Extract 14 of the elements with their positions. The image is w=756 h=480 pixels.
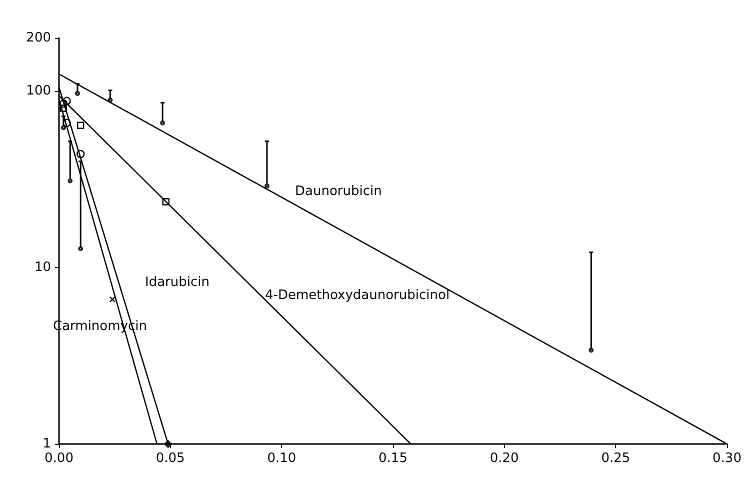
annotation: Daunorubicin (295, 184, 382, 199)
annotation: 4-Demethoxydaunorubicinol (265, 288, 450, 303)
x-tick-label: 0.10 (267, 451, 296, 466)
x-tick-label: 0.30 (712, 451, 742, 466)
x-tick-label: 0.05 (156, 451, 185, 466)
annotation: Idarubicin (145, 275, 210, 290)
x-tick-label: 0.20 (490, 451, 519, 466)
x-tick-label: 0.00 (44, 451, 74, 466)
y-tick-label: 1 (42, 436, 51, 452)
y-tick-label: 100 (26, 84, 51, 99)
y-tick-label: 200 (26, 30, 51, 46)
x-tick-label: 0.15 (378, 451, 408, 466)
x-tick-label: 0.25 (601, 451, 630, 466)
y-tick-label: 10 (34, 260, 51, 276)
